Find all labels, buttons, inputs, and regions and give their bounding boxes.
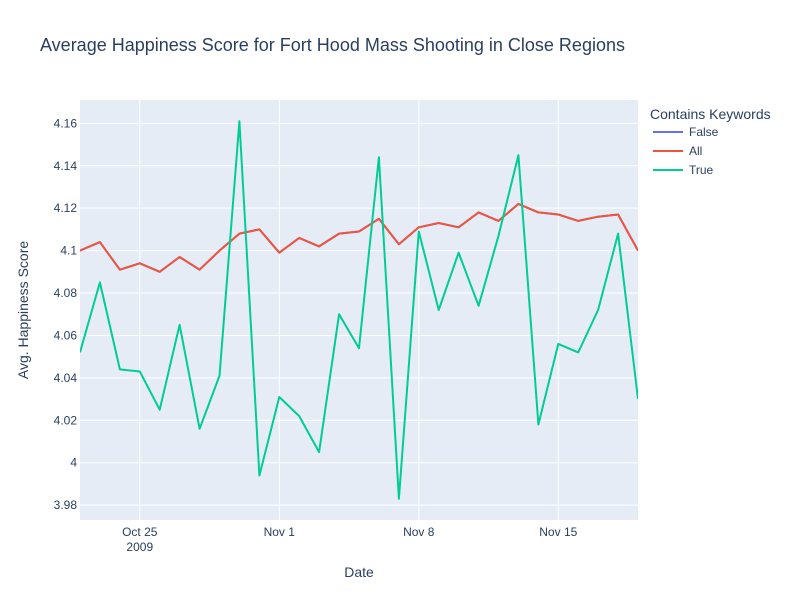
- legend-label: All: [689, 144, 702, 158]
- legend-item-all[interactable]: All: [653, 144, 702, 158]
- legend: Contains Keywords False All True: [650, 106, 771, 177]
- legend-label: False: [689, 125, 719, 139]
- y-tick-label: 4.16: [54, 116, 78, 130]
- x-tick-label: Oct 25: [122, 525, 158, 539]
- grid-lines: [80, 100, 638, 520]
- y-tick-label: 4.08: [54, 286, 78, 300]
- series-line-true: [80, 120, 638, 500]
- x-tick-label: Nov 1: [264, 525, 296, 539]
- legend-item-false[interactable]: False: [653, 125, 719, 139]
- x-tick-label: Nov 15: [539, 525, 577, 539]
- legend-item-true[interactable]: True: [653, 163, 714, 177]
- y-tick-label: 4.1: [60, 244, 77, 258]
- y-tick-label: 4.06: [54, 328, 78, 342]
- series-lines: [80, 120, 638, 500]
- legend-title: Contains Keywords: [650, 106, 771, 122]
- x-axis-title: Date: [344, 564, 374, 580]
- x-tick-label: Nov 8: [403, 525, 435, 539]
- y-tick-label: 4.12: [54, 201, 78, 215]
- y-axis-title: Avg. Happiness Score: [15, 241, 31, 379]
- x-tick-sublabel: 2009: [126, 540, 153, 554]
- y-tick-label: 3.98: [54, 498, 78, 512]
- y-axis-ticks: 3.98 4 4.02 4.04 4.06 4.08 4.1 4.12 4.14 4.16: [54, 116, 78, 512]
- y-tick-label: 4: [70, 456, 77, 470]
- y-tick-label: 4.04: [54, 371, 78, 385]
- y-tick-label: 4.02: [54, 413, 78, 427]
- legend-label: True: [689, 163, 714, 177]
- chart-title: Average Happiness Score for Fort Hood Ma…: [40, 35, 625, 55]
- y-tick-label: 4.14: [54, 159, 78, 173]
- plot-area: [80, 100, 638, 520]
- series-line-all: [80, 202, 638, 273]
